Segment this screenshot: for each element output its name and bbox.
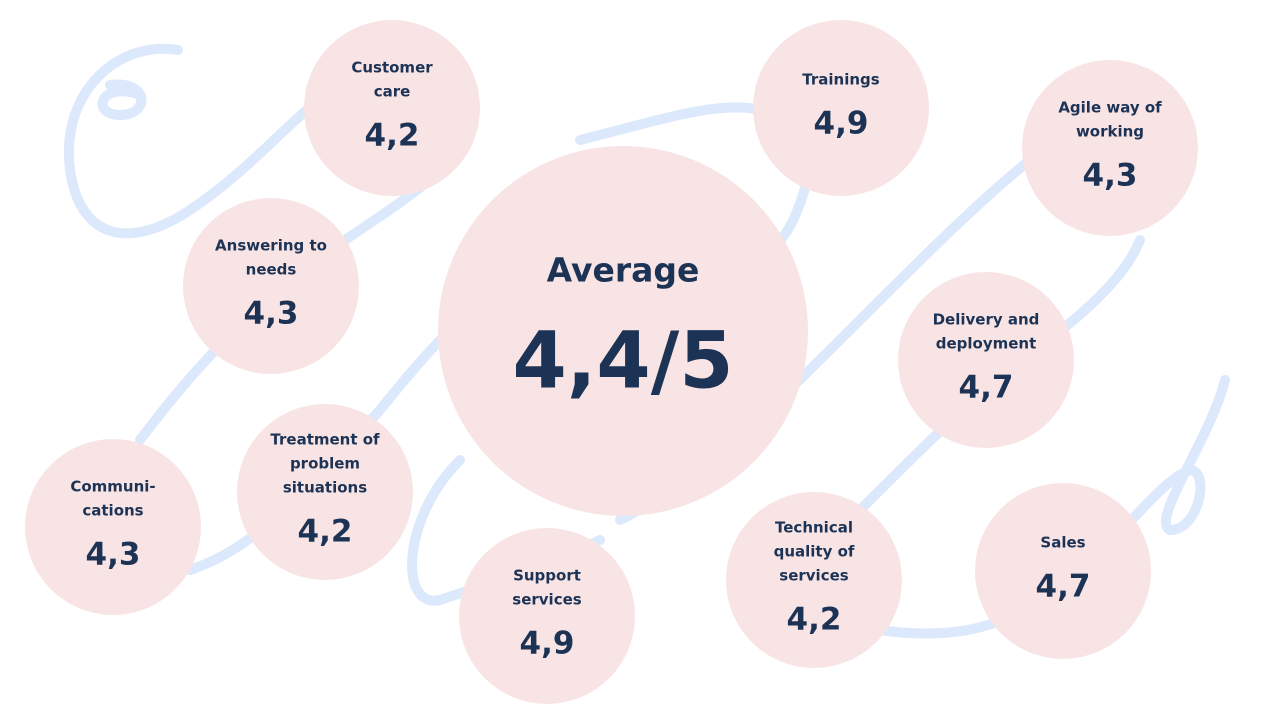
bubble-value: 4,3 (244, 296, 299, 332)
bubble (237, 404, 413, 580)
bubble-label: services (779, 567, 848, 585)
bubble (304, 20, 480, 196)
bubble-label: Technical (775, 519, 853, 537)
bubble-label: cations (82, 502, 143, 520)
bubble-value: 4,2 (365, 118, 420, 154)
items: Customer care 4,2 Trainings 4,9 Agile way of w… (25, 20, 1198, 704)
bubble-label: working (1076, 123, 1144, 141)
bubble-label: Answering to (215, 237, 327, 255)
bubble-label: situations (283, 479, 367, 497)
bubble-label: care (374, 83, 411, 101)
bubble-value: 4,3 (1083, 158, 1138, 194)
bubble-label: deployment (936, 335, 1037, 353)
bubble-label: Customer (351, 59, 433, 77)
bubble (183, 198, 359, 374)
bubble-value: 4,7 (959, 370, 1014, 406)
bubble (898, 272, 1074, 448)
bubble-label: Support (513, 567, 581, 585)
bubble (1022, 60, 1198, 236)
bubble (726, 492, 902, 668)
bubble-label: Communi- (70, 478, 155, 496)
bubble-value: 4,9 (520, 626, 575, 662)
bubble-label: problem (290, 455, 360, 473)
bubble-label: Sales (1040, 534, 1085, 552)
bubble-label: Trainings (802, 71, 879, 89)
average-bubble (438, 146, 808, 516)
bubble (975, 483, 1151, 659)
bubble-value: 4,9 (814, 106, 869, 142)
bubble (459, 528, 635, 704)
average-title: Average (547, 251, 700, 290)
bubble-label: services (512, 591, 581, 609)
bubble (25, 439, 201, 615)
bubble (753, 20, 929, 196)
bubble-label: needs (246, 261, 297, 279)
bubble-value: 4,2 (298, 514, 353, 550)
bubble-label: Delivery and (933, 311, 1040, 329)
bubble-value: 4,7 (1036, 569, 1091, 605)
bubble-value: 4,2 (787, 602, 842, 638)
bubble-value: 4,3 (86, 537, 141, 573)
bubble-label: quality of (774, 543, 855, 561)
bubble-label: Agile way of (1058, 99, 1162, 117)
bubble-label: Treatment of (270, 431, 380, 449)
average-value: 4,4/5 (513, 316, 734, 406)
